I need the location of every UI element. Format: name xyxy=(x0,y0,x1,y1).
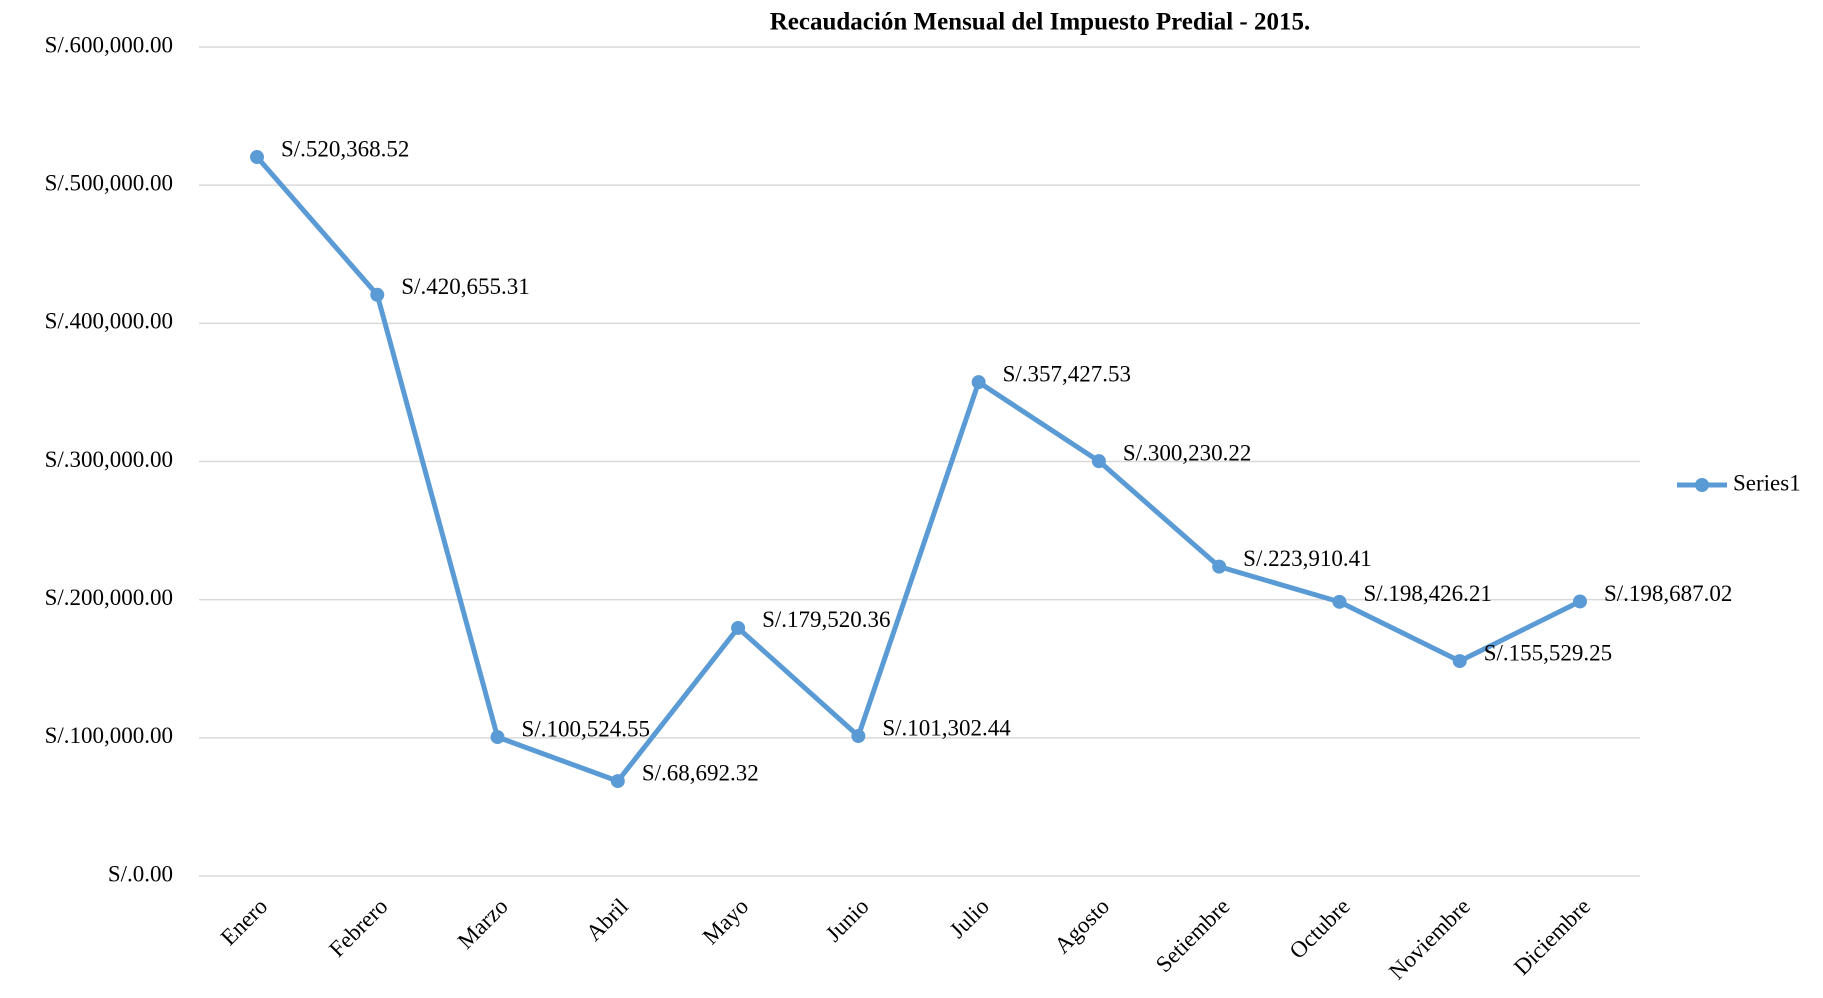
x-tick-label: Mayo xyxy=(698,894,754,950)
data-label: S/.223,910.41 xyxy=(1243,546,1371,571)
data-label: S/.420,655.31 xyxy=(401,274,529,299)
x-tick-label: Febrero xyxy=(324,894,392,962)
data-label: S/.198,426.21 xyxy=(1363,581,1491,606)
x-tick-label: Enero xyxy=(216,894,273,951)
point xyxy=(610,774,625,789)
x-tick-label: Julio xyxy=(945,894,994,943)
y-tick-label: S/.300,000.00 xyxy=(45,447,173,472)
point xyxy=(851,729,866,744)
x-tick-label: Marzo xyxy=(453,894,513,954)
legend-marker xyxy=(1695,478,1709,492)
y-tick-label: S/.100,000.00 xyxy=(45,723,173,748)
x-tick-label: Octubre xyxy=(1285,894,1355,964)
point xyxy=(1091,454,1106,469)
point xyxy=(731,620,746,635)
point xyxy=(1332,594,1347,609)
x-tick-label: Abril xyxy=(581,894,633,946)
series-line xyxy=(255,155,1582,784)
data-label: S/.68,692.32 xyxy=(642,760,759,785)
point xyxy=(250,150,264,165)
point xyxy=(370,287,385,302)
legend-label: Series1 xyxy=(1733,470,1801,495)
data-label: S/.179,520.36 xyxy=(762,607,890,632)
data-label: S/.357,427.53 xyxy=(1003,361,1131,386)
x-tick-label: Noviembre xyxy=(1384,894,1475,985)
x-tick-label: Agosto xyxy=(1050,894,1115,959)
x-tick-label: Diciembre xyxy=(1509,894,1595,980)
y-tick-label: S/.500,000.00 xyxy=(45,170,173,195)
point xyxy=(1573,594,1587,609)
point xyxy=(1212,559,1227,574)
x-tick-label: Junio xyxy=(821,894,874,947)
y-tick-label: S/.200,000.00 xyxy=(45,585,173,610)
data-label: S/.300,230.22 xyxy=(1123,440,1251,465)
data-label: S/.101,302.44 xyxy=(882,715,1011,740)
y-tick-label: S/.600,000.00 xyxy=(45,32,173,57)
data-label: S/.520,368.52 xyxy=(281,136,409,161)
data-label: S/.155,529.25 xyxy=(1484,640,1612,665)
y-tick-label: S/.400,000.00 xyxy=(45,309,173,334)
x-tick-label: Setiembre xyxy=(1151,894,1235,978)
chart-title: Recaudación Mensual del Impuesto Predial… xyxy=(770,9,1311,36)
point xyxy=(490,730,505,745)
point xyxy=(971,375,986,390)
data-label: S/.100,524.55 xyxy=(522,716,650,741)
y-tick-label: S/.0.00 xyxy=(108,861,173,886)
data-label: S/.198,687.02 xyxy=(1604,581,1732,606)
point xyxy=(1452,654,1467,669)
